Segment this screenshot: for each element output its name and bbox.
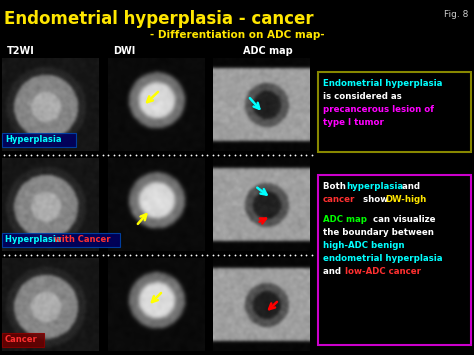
Text: low-ADC cancer: low-ADC cancer [345, 267, 421, 276]
Bar [2, 133, 76, 147]
Text: can visualize: can visualize [370, 215, 436, 224]
Text: Both: Both [323, 182, 349, 191]
Text: cancer: cancer [323, 195, 356, 204]
Text: T2WI: T2WI [7, 46, 35, 56]
Bar [318, 72, 471, 152]
Bar [2, 233, 120, 247]
Text: is considered as: is considered as [323, 92, 402, 101]
Text: - Differentiation on ADC map-: - Differentiation on ADC map- [150, 30, 324, 40]
Text: and: and [323, 267, 344, 276]
Text: Cancer: Cancer [5, 335, 38, 344]
Text: DWI: DWI [113, 46, 135, 56]
Text: with Cancer: with Cancer [54, 235, 110, 245]
Text: hyperplasia: hyperplasia [346, 182, 403, 191]
Text: precancerous lesion of: precancerous lesion of [323, 105, 434, 114]
Text: Endometrial hyperplasia: Endometrial hyperplasia [323, 79, 442, 88]
Text: Hyperplasia: Hyperplasia [5, 136, 62, 144]
Text: high-ADC benign: high-ADC benign [323, 241, 404, 250]
Text: show: show [360, 195, 391, 204]
Text: Endometrial hyperplasia - cancer: Endometrial hyperplasia - cancer [4, 10, 314, 28]
Bar [318, 175, 471, 345]
Text: DW-high: DW-high [385, 195, 426, 204]
Text: type I tumor: type I tumor [323, 118, 384, 127]
Text: Hyperplasia: Hyperplasia [5, 235, 64, 245]
Text: and: and [399, 182, 420, 191]
Text: Fig. 8: Fig. 8 [444, 10, 468, 19]
Text: the boundary between: the boundary between [323, 228, 434, 237]
Text: ADC map: ADC map [243, 46, 293, 56]
Bar [2, 333, 44, 347]
Text: endometrial hyperplasia: endometrial hyperplasia [323, 254, 443, 263]
Text: ADC map: ADC map [323, 215, 367, 224]
